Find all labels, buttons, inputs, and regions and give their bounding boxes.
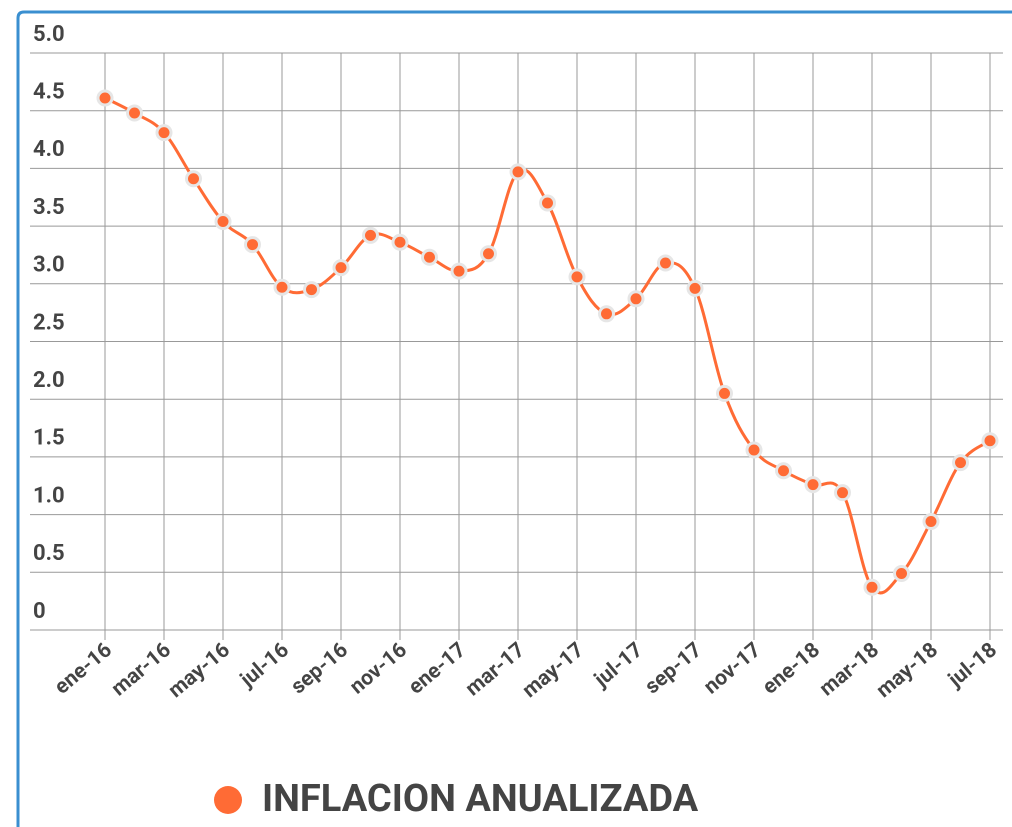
point [804, 476, 822, 494]
y-tick-label: 5.0 [33, 22, 65, 47]
y-tick-label: 3.5 [33, 195, 65, 220]
point [716, 384, 733, 402]
y-tick-label: 1.5 [33, 426, 65, 451]
x-tick-label: mar-18 [815, 638, 884, 701]
x-tick-label: jul-16 [235, 638, 294, 693]
point [981, 432, 999, 450]
point [450, 262, 468, 280]
x-tick-label: may-16 [164, 638, 235, 703]
y-tick-label: 4.0 [33, 137, 65, 162]
x-tick-label: ene-16 [50, 638, 117, 699]
point [421, 248, 438, 266]
point [922, 513, 940, 531]
point [332, 259, 350, 277]
y-tick-label: 0 [33, 599, 46, 624]
x-tick-label: sep-17 [641, 638, 707, 699]
point [568, 268, 586, 286]
point [952, 454, 969, 472]
x-tick-label: ene-18 [758, 638, 825, 699]
point [745, 441, 763, 459]
x-tick-label: mar-16 [107, 638, 176, 701]
x-tick-label: sep-16 [287, 638, 353, 699]
point [657, 254, 674, 272]
y-tick-label: 0.5 [33, 541, 65, 566]
point [834, 484, 851, 502]
point [244, 236, 261, 254]
point [273, 278, 291, 296]
frame [16, 10, 1012, 827]
line [104, 96, 991, 595]
x-tick-label: may-17 [518, 638, 589, 703]
x-tick-label: nov-17 [699, 638, 765, 699]
y-tick-label: 4.5 [33, 80, 65, 105]
y-tick-label: 3.0 [33, 253, 65, 278]
y-tick-label: 2.0 [33, 368, 65, 393]
point [627, 290, 645, 308]
point [598, 305, 615, 323]
x-tick-label: may-18 [872, 638, 943, 703]
point [775, 462, 792, 480]
point [480, 245, 497, 263]
x-tick-label: nov-16 [345, 638, 411, 699]
point [539, 194, 556, 212]
legend-marker [214, 786, 242, 814]
point [863, 578, 881, 596]
x-tick-label: jul-17 [589, 638, 648, 693]
point [185, 170, 202, 188]
point [303, 281, 320, 299]
point [686, 279, 704, 297]
point [96, 89, 114, 107]
point [362, 226, 379, 244]
x-tick-label: mar-17 [461, 638, 530, 701]
legend-label: INFLACION ANUALIZADA [262, 777, 699, 821]
point [155, 124, 173, 142]
y-tick-label: 2.5 [33, 310, 65, 335]
point [893, 564, 910, 582]
point [214, 212, 232, 230]
point [126, 104, 143, 122]
x-tick-label: ene-17 [404, 638, 471, 699]
point [509, 163, 527, 181]
y-tick-label: 1.0 [33, 483, 65, 508]
x-tick-label: jul-18 [943, 638, 1002, 693]
point [391, 233, 409, 251]
